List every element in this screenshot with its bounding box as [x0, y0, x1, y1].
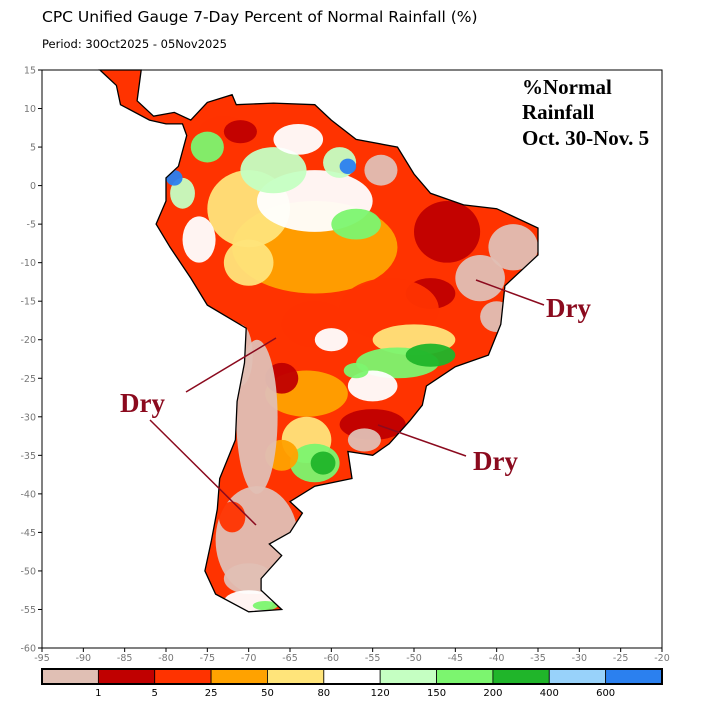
- legend-swatch: [605, 668, 663, 685]
- anomaly-patch: [343, 362, 369, 379]
- map-label-line3: Oct. 30-Nov. 5: [522, 126, 649, 150]
- chart-title: CPC Unified Gauge 7-Day Percent of Norma…: [42, 8, 478, 26]
- legend-swatch: [436, 668, 494, 685]
- x-tick-label: -50: [406, 653, 422, 664]
- y-tick-label: 10: [24, 104, 36, 115]
- legend-swatch: [548, 668, 607, 685]
- x-tick-label: -70: [241, 653, 257, 664]
- y-tick-label: -20: [20, 335, 36, 346]
- coastline: [98, 69, 539, 613]
- period-label: Period: 30Oct2025 - 05Nov2025: [42, 37, 227, 51]
- x-tick-label: -30: [572, 653, 588, 664]
- legend-swatch: [41, 668, 99, 685]
- x-tick-label: -35: [530, 653, 546, 664]
- anomaly-patch: [339, 158, 357, 175]
- y-tick-label: -15: [20, 297, 36, 308]
- y-tick-label: -35: [20, 451, 36, 462]
- legend-swatch: [267, 668, 325, 685]
- legend-swatch: [379, 668, 437, 685]
- anomaly-patch: [347, 428, 381, 452]
- y-tick-label: -45: [20, 528, 36, 539]
- x-tick-label: -55: [365, 653, 381, 664]
- y-tick-label: -30: [20, 412, 36, 423]
- x-tick-label: -20: [654, 653, 670, 664]
- legend-swatch: [323, 668, 381, 685]
- anomaly-patch: [405, 343, 456, 367]
- x-tick-label: -25: [613, 653, 629, 664]
- x-tick-label: -75: [200, 653, 216, 664]
- anomaly-patch: [182, 216, 216, 263]
- legend-label: 25: [205, 688, 218, 699]
- legend-label: 80: [317, 688, 330, 699]
- dry-west-pointer-north: [185, 337, 277, 393]
- y-tick-label: -50: [20, 566, 36, 577]
- y-tick-label: -5: [27, 220, 36, 231]
- legend-label: 150: [427, 688, 446, 699]
- dry-west-label: Dry: [120, 388, 165, 418]
- legend-label: 50: [261, 688, 274, 699]
- legend-swatch: [210, 668, 268, 685]
- y-tick-label: -60: [20, 644, 36, 655]
- dry-east-pointer: [475, 279, 545, 306]
- x-tick-label: -65: [282, 653, 298, 664]
- legend-label: 200: [483, 688, 502, 699]
- anomaly-patch: [170, 177, 195, 209]
- dry-east-label: Dry: [546, 293, 591, 323]
- anomaly-patch: [347, 370, 398, 402]
- anomaly-patch: [488, 224, 538, 271]
- x-tick-label: -45: [448, 653, 464, 664]
- y-axis: 15 10 5 0 -5 -10 -15 -20 -25 -30 -35 -40 -45 -50 -55 -6…: [20, 66, 42, 655]
- dry-west-pointer-south: [149, 419, 257, 526]
- y-tick-label: -40: [20, 489, 36, 500]
- y-tick-label: 0: [30, 181, 36, 192]
- dry-south-pointer: [377, 424, 467, 457]
- x-tick-label: -60: [324, 653, 340, 664]
- anomaly-patch: [455, 254, 505, 302]
- x-tick-label: -40: [489, 653, 505, 664]
- legend-label: 120: [371, 688, 390, 699]
- y-tick-label: -55: [20, 605, 36, 616]
- map-label-line2: Rainfall: [522, 100, 595, 124]
- legend-border: [41, 668, 663, 685]
- color-legend: 1 5 25 50 80 120 150 200 400 600: [41, 668, 663, 699]
- anomaly-patch: [190, 131, 224, 163]
- legend-label: 5: [152, 688, 158, 699]
- y-tick-label: -25: [20, 374, 36, 385]
- anomaly-patch: [223, 239, 274, 286]
- anomaly-patch: [364, 154, 398, 186]
- anomaly-patch: [331, 208, 381, 240]
- anomaly-patch: [223, 120, 257, 144]
- y-tick-label: 5: [30, 143, 36, 154]
- x-tick-label: -95: [34, 653, 50, 664]
- anomaly-patch: [314, 328, 348, 352]
- legend-swatch: [492, 668, 550, 685]
- x-axis: -95 -90 -85 -80 -75 -70 -65 -60 -55 -50 -45 -40 -35 -…: [34, 648, 670, 664]
- x-tick-label: -90: [76, 653, 92, 664]
- anomaly-patch: [310, 451, 336, 475]
- anomaly-patch: [252, 600, 278, 611]
- rainfall-anomaly-field: [166, 116, 538, 612]
- legend-swatch: [97, 668, 156, 685]
- x-tick-label: -80: [158, 653, 174, 664]
- anomaly-patch: [414, 201, 481, 263]
- legend-label: 600: [596, 688, 615, 699]
- map-label-line1: %Normal: [522, 75, 612, 99]
- legend-swatch: [154, 668, 212, 685]
- anomaly-patch: [218, 501, 246, 533]
- y-tick-label: -10: [20, 258, 36, 269]
- legend-label: 1: [95, 688, 101, 699]
- anomaly-patch: [240, 147, 307, 194]
- x-tick-label: -85: [117, 653, 133, 664]
- y-tick-label: 15: [24, 66, 36, 77]
- legend-label: 400: [540, 688, 559, 699]
- dry-south-label: Dry: [473, 446, 518, 476]
- anomaly-patch: [273, 123, 324, 155]
